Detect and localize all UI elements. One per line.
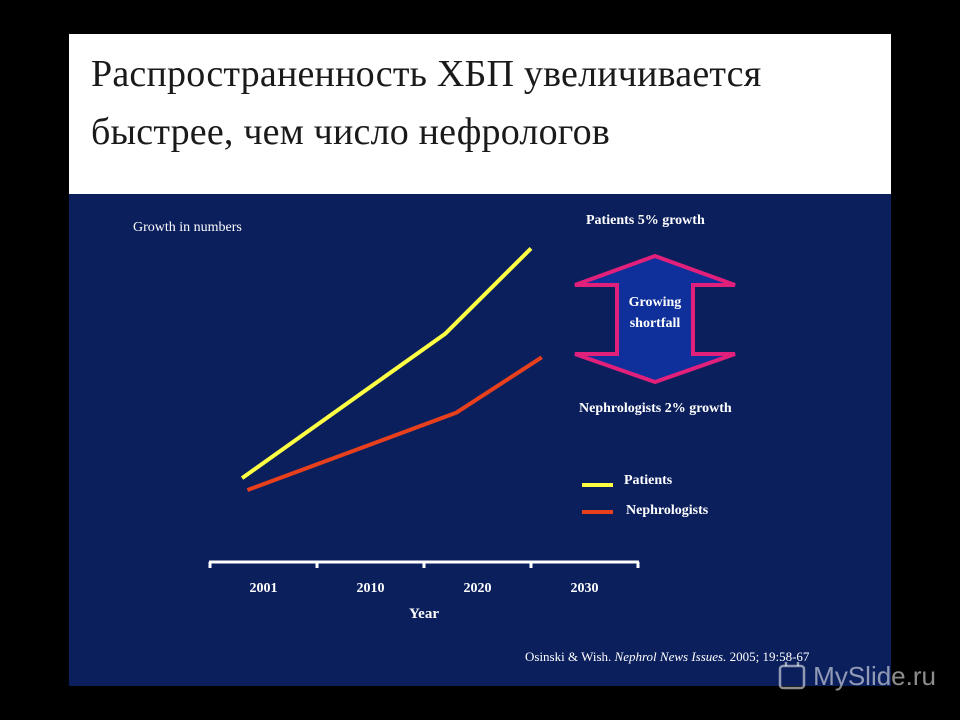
- citation-journal: Nephrol News Issues.: [614, 649, 727, 664]
- series-group: [240, 247, 543, 492]
- page-title-line-2: быстрее, чем число нефрологов: [91, 111, 610, 153]
- x-tick-label: 2020: [464, 581, 492, 596]
- x-axis-label: Year: [409, 606, 439, 622]
- legend-label-nephrologists: Nephrologists: [626, 503, 709, 518]
- shortfall-label-line-1: Growing: [629, 295, 682, 310]
- citation-ref: 2005; 19:58-67: [729, 649, 810, 664]
- legend: Patients Nephrologists: [582, 473, 709, 518]
- title-panel: Распространенность ХБП увеличивается быс…: [69, 34, 891, 194]
- x-tick-label: 2010: [357, 581, 385, 596]
- shortfall-label-line-2: shortfall: [630, 316, 681, 331]
- series-line-nephrologists: [246, 355, 543, 492]
- citation: Osinski & Wish. Nephrol News Issues. 200…: [525, 649, 809, 665]
- chart-panel: Growth in numbers 2001 2010 2020 2030 Year P…: [69, 194, 891, 686]
- legend-label-patients: Patients: [624, 473, 673, 488]
- series-line-patients: [240, 247, 533, 480]
- nephrologists-growth-label: Nephrologists 2% growth: [579, 401, 732, 416]
- double-arrow-icon: [574, 253, 736, 385]
- patients-growth-label: Patients 5% growth: [586, 213, 705, 228]
- chart-subtitle: Growth in numbers: [133, 220, 242, 235]
- page-title-line-1: Распространенность ХБП увеличивается: [91, 53, 762, 95]
- x-axis: 2001 2010 2020 2030 Year: [208, 560, 640, 622]
- x-tick-label: 2030: [571, 581, 599, 596]
- watermark: MySlide.ru: [777, 661, 936, 692]
- growing-shortfall-arrow: Growing shortfall: [574, 253, 736, 385]
- x-tick-label: 2001: [250, 581, 278, 596]
- myslide-logo-icon: [778, 661, 806, 689]
- line-chart: Growth in numbers 2001 2010 2020 2030 Year P…: [133, 213, 736, 622]
- citation-authors: Osinski & Wish.: [525, 649, 612, 664]
- watermark-text: MySlide.ru: [813, 661, 936, 691]
